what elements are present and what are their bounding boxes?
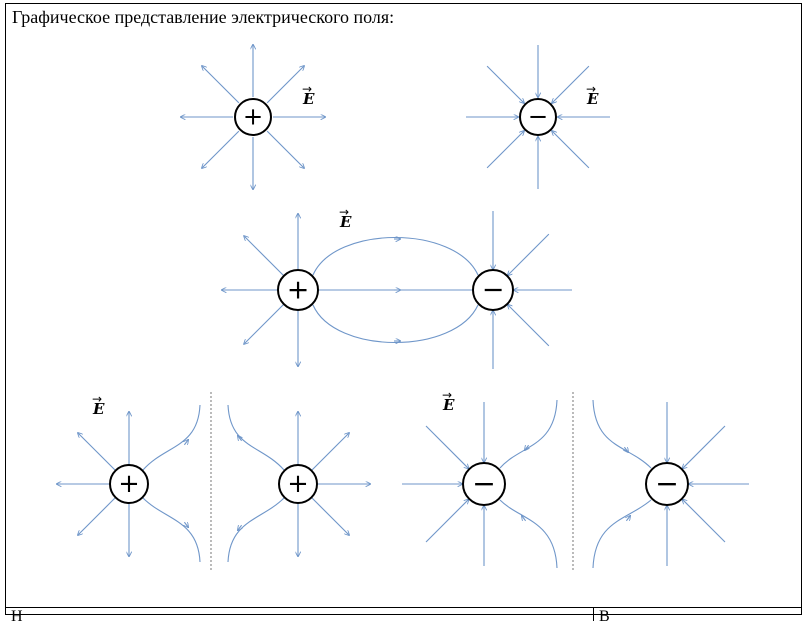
charges: + − + − + + − − [109, 98, 689, 506]
field-line-inward [425, 425, 468, 468]
field-line-inward [486, 131, 524, 169]
field-line-inward [683, 500, 726, 543]
field-label-letter: E [442, 396, 455, 414]
charge-circle [462, 462, 506, 506]
positive-charge-right: + [278, 464, 318, 504]
vector-arrow-icon: → [339, 205, 349, 219]
page-title: Графическое представление электрического… [12, 7, 395, 27]
negative-charge-single: − [519, 98, 557, 136]
charge-circle [278, 464, 318, 504]
positive-charge-dipole: + [277, 269, 319, 311]
attract-curve-lower-left [499, 499, 558, 569]
field-line-outward [78, 497, 116, 535]
field-line-inward [486, 65, 524, 103]
positive-charge-left: + [109, 464, 149, 504]
minus-sign: − [482, 274, 505, 305]
field-line-outward [244, 236, 284, 276]
field-line-arrow [184, 522, 188, 527]
field-label-letter: E [339, 213, 352, 231]
field-line-outward [311, 497, 349, 535]
field-line-outward [78, 433, 116, 471]
field-line-inward [683, 425, 726, 468]
field-line-arrow [184, 440, 188, 445]
field-line-outward [266, 130, 304, 168]
minus-sign: − [528, 102, 548, 131]
field-label-letter: E [92, 400, 105, 418]
minus-sign: − [655, 467, 679, 500]
charge-circle [277, 269, 319, 311]
bottom-table-row: Н В [5, 607, 802, 621]
field-line-inward [552, 65, 590, 103]
attract-curve-lower-right [592, 499, 652, 569]
charge-circle [519, 98, 557, 136]
field-line-arrow [525, 445, 529, 450]
dipole-lower-curve [312, 304, 479, 344]
field-label-letter: E [586, 90, 599, 108]
field-line-inward [552, 131, 590, 169]
field-line-arrow [238, 436, 242, 441]
charge-circle [645, 462, 689, 506]
field-vector-labels: E→E→E→E→ E→ [92, 82, 599, 418]
symmetry-dividers [210, 392, 574, 570]
field-label-top-right: E→ [586, 82, 599, 108]
repel-curve-upper-left [142, 404, 201, 471]
vector-arrow-icon: → [302, 82, 312, 96]
minus-sign: − [472, 467, 496, 500]
field-label-bottom-right: E→ [442, 388, 455, 414]
dipole-upper-curve [312, 236, 479, 276]
bottom-cell-left: Н [11, 609, 23, 621]
field-label-letter: E [302, 90, 315, 108]
negative-charge-right: − [645, 462, 689, 506]
plus-sign: + [287, 274, 310, 305]
plus-sign: + [118, 469, 139, 499]
field-label-bottom-left: E→ [92, 392, 105, 418]
field-line-outward [266, 66, 304, 104]
field-line-outward [311, 433, 349, 471]
charge-circle [109, 464, 149, 504]
charge-circle [472, 269, 514, 311]
field-line-outward [202, 130, 240, 168]
field-line-inward [425, 500, 468, 543]
field-lines [57, 45, 749, 569]
vector-arrow-icon: → [586, 82, 596, 96]
vector-arrow-icon: → [442, 388, 452, 402]
repel-curve-upper-right [227, 404, 285, 471]
field-line-outward [202, 66, 240, 104]
negative-charge-left: − [462, 462, 506, 506]
repel-curve-lower-right [227, 497, 285, 563]
vector-arrow-icon: → [92, 392, 102, 406]
attract-curve-upper-left [499, 399, 558, 469]
field-line-arrow [238, 525, 242, 530]
field-line-inward [508, 233, 550, 275]
plus-sign: + [287, 469, 308, 499]
bottom-cell-right: В [599, 609, 610, 621]
field-line-arrow [626, 516, 630, 521]
content-frame [5, 3, 802, 615]
field-line-arrow [624, 447, 628, 452]
positive-charge-single: + [234, 98, 272, 136]
field-line-arrow [522, 516, 526, 521]
field-label-top-left: E→ [302, 82, 315, 108]
repel-curve-lower-left [142, 497, 201, 563]
plus-sign: + [243, 102, 263, 131]
field-line-inward [508, 305, 550, 347]
negative-charge-dipole: − [472, 269, 514, 311]
bottom-table-divider [593, 608, 594, 621]
charge-circle [234, 98, 272, 136]
field-label-dipole: E→ [339, 205, 352, 231]
field-line-outward [244, 304, 284, 344]
attract-curve-upper-right [592, 399, 652, 469]
